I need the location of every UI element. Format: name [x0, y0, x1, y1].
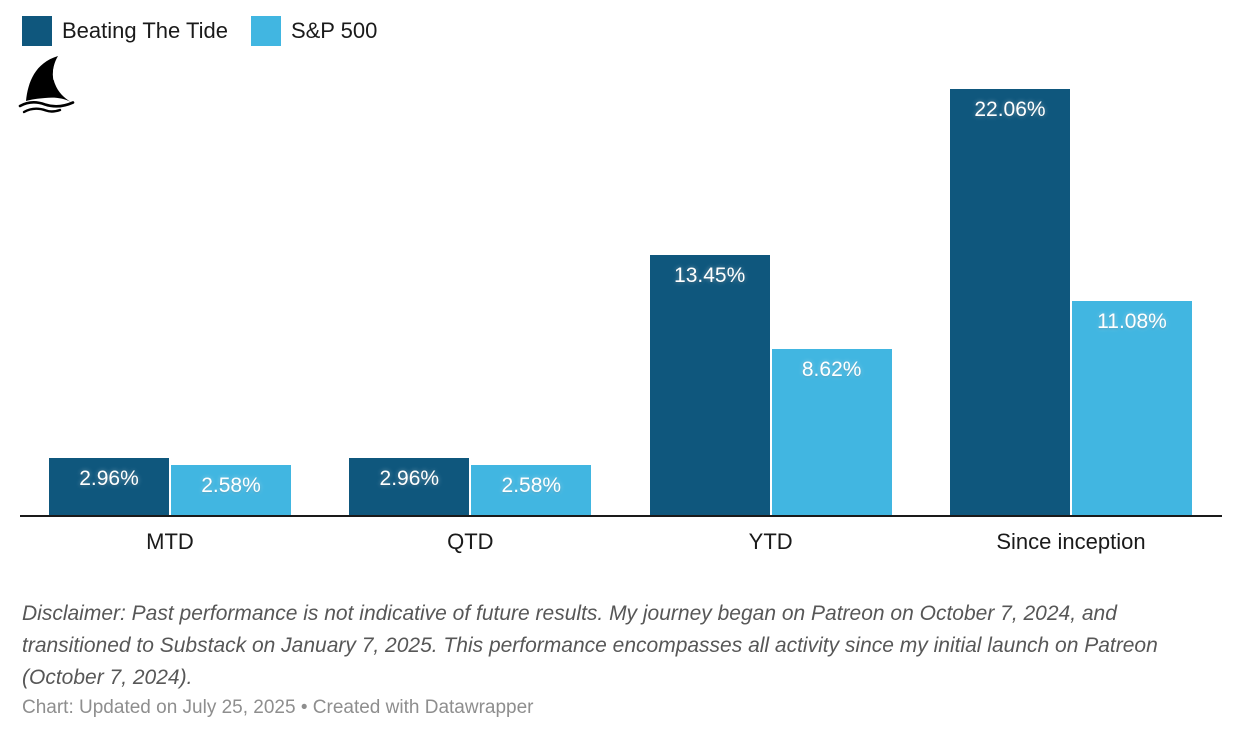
x-axis-label-mtd: MTD: [146, 529, 194, 554]
bar-beating-the-tide: 2.96%: [349, 457, 470, 515]
legend-swatch-icon: [22, 16, 52, 46]
legend-swatch-icon: [250, 16, 281, 46]
bar-value-label: 22.06%: [974, 98, 1046, 121]
x-axis-label-ytd: YTD: [748, 529, 793, 554]
footer-credit: Chart: Updated on July 25, 2025 • Create…: [22, 697, 534, 718]
shark-fin-icon: [18, 56, 75, 114]
plot-area: 2.96% 2.58% 2.96% 2.58% 13.45% 8.62% 22.06% 11.…: [20, 89, 1222, 517]
x-axis-label-qtd: QTD: [447, 529, 494, 554]
disclaimer-text: Disclaimer: Past performance is not indi…: [22, 602, 1158, 689]
legend-item-beating-the-tide: Beating The Tide: [22, 16, 228, 46]
bar-beating-the-tide: 22.06%: [949, 89, 1070, 515]
bar-s-p-500: 8.62%: [771, 348, 892, 515]
bar-value-label: 8.62%: [801, 357, 862, 381]
bar-value-label: 13.45%: [674, 264, 746, 288]
bar-value-label: 2.58%: [201, 474, 261, 498]
bar-group-qtd: 2.96% 2.58%: [349, 457, 592, 515]
plot-inner: 2.96% 2.58% 2.96% 2.58% 13.45% 8.62% 22.06% 11.…: [20, 89, 1222, 515]
bar-value-label: 2.96%: [79, 466, 139, 490]
bar-beating-the-tide: 2.96%: [49, 457, 169, 515]
bar-beating-the-tide: 13.45%: [649, 255, 770, 515]
bar-s-p-500: 2.58%: [471, 465, 592, 515]
legend: Beating The Tide S&P 500: [22, 16, 377, 46]
bar-group-ytd: 13.45% 8.62%: [649, 255, 892, 515]
bar-value-label: 11.08%: [1097, 310, 1167, 333]
bar-s-p-500: 11.08%: [1071, 301, 1192, 515]
legend-item-s-p-500: S&P 500: [250, 16, 378, 46]
legend-label: S&P 500: [290, 18, 378, 43]
shark-fin-logo: [17, 53, 81, 120]
bar-value-label: 2.58%: [501, 474, 562, 498]
bar-group-since-inception: 22.06% 11.08%: [949, 89, 1192, 515]
bar-group-mtd: 2.96% 2.58%: [49, 457, 291, 515]
x-axis-labels: MTD QTD YTD Since inception: [20, 526, 1222, 558]
bar-s-p-500: 2.58%: [171, 465, 291, 515]
x-axis-label-since-inception: Since inception: [996, 529, 1146, 554]
bar-value-label: 2.96%: [379, 466, 440, 490]
legend-label: Beating The Tide: [62, 18, 228, 43]
